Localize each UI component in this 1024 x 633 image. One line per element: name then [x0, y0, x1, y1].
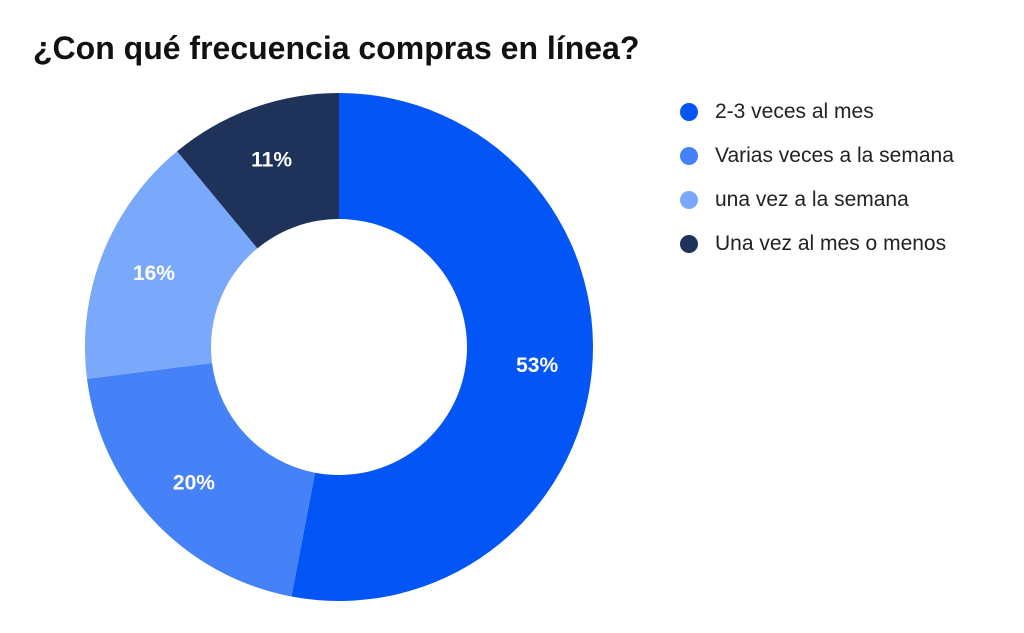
- slice-label-2: 20%: [173, 472, 215, 495]
- slice-label-3: 16%: [133, 262, 175, 285]
- legend: 2-3 veces al mes Varias veces a la semana…: [680, 90, 954, 266]
- chart-title: ¿Con qué frecuencia compras en línea?: [33, 30, 640, 66]
- donut-slice-4: [177, 93, 339, 249]
- legend-item: Varias veces a la semana: [680, 134, 954, 178]
- legend-label: Varias veces a la semana: [715, 144, 954, 167]
- legend-label: una vez a la semana: [715, 188, 909, 211]
- donut-slice-2: [87, 363, 316, 597]
- legend-label: Una vez al mes o menos: [715, 232, 947, 255]
- legend-item: una vez a la semana: [680, 178, 954, 222]
- legend-item: 2-3 veces al mes: [680, 90, 954, 134]
- donut-slice-1: [291, 93, 594, 601]
- legend-swatch-icon: [680, 235, 698, 253]
- donut-slice-3: [84, 151, 258, 379]
- legend-swatch-icon: [680, 103, 698, 121]
- legend-swatch-icon: [680, 191, 698, 209]
- slice-label-1: 53%: [516, 354, 558, 377]
- legend-label: 2-3 veces al mes: [715, 100, 874, 123]
- legend-swatch-icon: [680, 147, 698, 165]
- slice-label-4: 11%: [251, 148, 292, 171]
- donut-chart: 53% 20% 16% 11%: [84, 93, 594, 601]
- legend-item: Una vez al mes o menos: [680, 222, 954, 266]
